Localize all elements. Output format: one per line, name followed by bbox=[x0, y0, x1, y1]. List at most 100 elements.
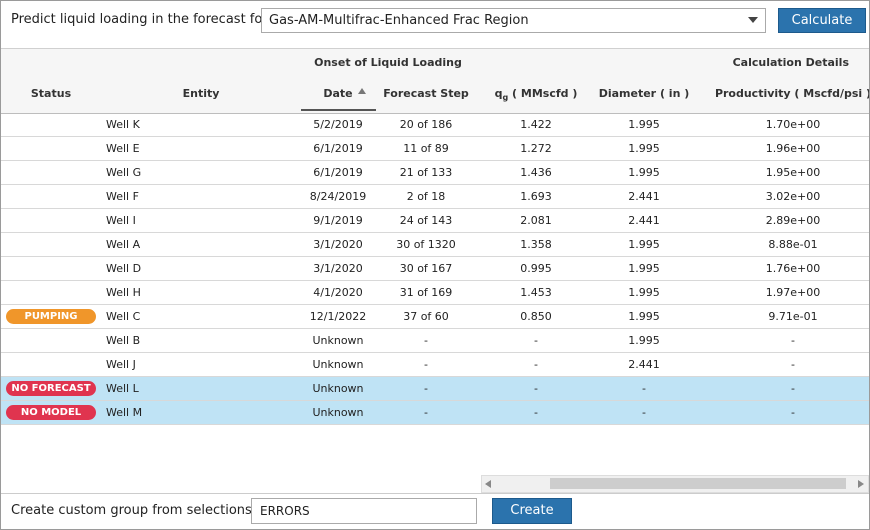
column-header[interactable]: qg ( MMscfd ) bbox=[466, 87, 606, 102]
dropdown-text: Gas-AM-Multifrac-Enhanced Frac Region bbox=[269, 13, 529, 28]
date-cell: 3/1/2020 bbox=[313, 238, 363, 251]
table-row[interactable]: Well E 6/1/2019 11 of 89 1.272 1.995 1.96e+00 bbox=[1, 137, 869, 161]
create-button[interactable]: Create bbox=[492, 498, 572, 524]
qg-cell: 2.081 bbox=[520, 214, 552, 227]
table-row[interactable]: Well J Unknown - - 2.441 - bbox=[1, 353, 869, 377]
qg-cell: - bbox=[534, 358, 538, 371]
table-row[interactable]: Well H 4/1/2020 31 of 169 1.453 1.995 1.97e+0… bbox=[1, 281, 869, 305]
step-cell: - bbox=[424, 358, 428, 371]
scroll-left[interactable] bbox=[485, 480, 491, 488]
step-cell: 24 of 143 bbox=[399, 214, 453, 227]
entity-cell: Well E bbox=[106, 142, 140, 155]
productivity-cell: 1.97e+00 bbox=[765, 286, 821, 299]
entity-cell: Well A bbox=[106, 238, 141, 251]
step-cell: 31 of 169 bbox=[399, 286, 453, 299]
date-cell: Unknown bbox=[312, 382, 364, 395]
column-header[interactable]: Date bbox=[323, 87, 353, 100]
step-cell: - bbox=[424, 382, 428, 395]
date-cell: 4/1/2020 bbox=[313, 286, 363, 299]
qg-cell: 0.995 bbox=[520, 262, 552, 275]
productivity-cell: - bbox=[791, 334, 795, 347]
calculate-button[interactable]: Calculate bbox=[778, 8, 866, 33]
table-row[interactable]: Well K 5/2/2019 20 of 186 1.422 1.995 1.70e+0… bbox=[1, 113, 869, 137]
date-cell: 3/1/2020 bbox=[313, 262, 363, 275]
column-header[interactable]: Productivity ( Mscfd/psi ) bbox=[714, 87, 870, 100]
entity-cell: Well G bbox=[106, 166, 142, 179]
step-cell: 21 of 133 bbox=[399, 166, 453, 179]
diameter-cell: 2.441 bbox=[628, 358, 660, 371]
scroll-right[interactable] bbox=[858, 480, 864, 488]
column-header[interactable]: Entity bbox=[182, 87, 220, 100]
footer-divider bbox=[1, 493, 869, 494]
entity-cell: Well K bbox=[106, 118, 140, 131]
step-cell: - bbox=[424, 406, 428, 419]
qg-cell: 1.422 bbox=[520, 118, 552, 131]
entity-cell: Well B bbox=[106, 334, 141, 347]
productivity-cell: 8.88e-01 bbox=[768, 238, 818, 251]
horizontal-scrollbar[interactable] bbox=[481, 475, 869, 493]
qg-cell: 1.436 bbox=[520, 166, 552, 179]
step-cell: 30 of 1320 bbox=[396, 238, 456, 251]
table-row[interactable]: NO FORECAST Well L Unknown - - - - bbox=[1, 377, 869, 401]
group-header: Onset of Liquid Loading bbox=[314, 56, 462, 69]
header-symbol: q bbox=[494, 87, 503, 100]
qg-cell: 1.453 bbox=[520, 286, 552, 299]
column-header[interactable]: Diameter ( in ) bbox=[598, 87, 690, 100]
qg-cell: 0.850 bbox=[520, 310, 552, 323]
footer-label: Create custom group from selections bbox=[11, 503, 252, 518]
date-cell: Unknown bbox=[312, 358, 364, 371]
entity-cell: Well H bbox=[106, 286, 141, 299]
entity-cell: Well C bbox=[106, 310, 141, 323]
qg-cell: - bbox=[534, 406, 538, 419]
table-header bbox=[1, 48, 869, 114]
column-header[interactable]: Forecast Step bbox=[383, 87, 469, 100]
date-cell: 12/1/2022 bbox=[309, 310, 367, 323]
productivity-cell: 3.02e+00 bbox=[765, 190, 821, 203]
date-cell: 6/1/2019 bbox=[313, 142, 363, 155]
header-subscript: g bbox=[502, 93, 509, 103]
column-header[interactable]: Status bbox=[30, 87, 72, 100]
header-label: Predict liquid loading in the forecast f… bbox=[11, 12, 268, 27]
diameter-cell: - bbox=[642, 406, 646, 419]
input-text: ERRORS bbox=[260, 504, 310, 518]
date-cell: Unknown bbox=[312, 406, 364, 419]
scroll-thumb[interactable] bbox=[550, 478, 846, 489]
qg-cell: 1.358 bbox=[520, 238, 552, 251]
table-row[interactable]: NO MODEL Well M Unknown - - - - bbox=[1, 401, 869, 425]
table-row[interactable]: Well A 3/1/2020 30 of 1320 1.358 1.995 8.88e-… bbox=[1, 233, 869, 257]
productivity-cell: - bbox=[791, 382, 795, 395]
table-row[interactable]: Well F 8/24/2019 2 of 18 1.693 2.441 3.02e+00 bbox=[1, 185, 869, 209]
productivity-cell: 2.89e+00 bbox=[765, 214, 821, 227]
productivity-cell: - bbox=[791, 358, 795, 371]
date-cell: 8/24/2019 bbox=[309, 190, 367, 203]
group-name-input[interactable]: ERRORS bbox=[251, 498, 477, 524]
diameter-cell: 1.995 bbox=[628, 142, 660, 155]
header-unit: ( MMscfd ) bbox=[508, 87, 578, 100]
diameter-cell: - bbox=[642, 382, 646, 395]
entity-cell: Well J bbox=[106, 358, 136, 371]
table-row[interactable]: PUMPING Well C 12/1/2022 37 of 60 0.850 1.995… bbox=[1, 305, 869, 329]
diameter-cell: 1.995 bbox=[628, 310, 660, 323]
date-cell: 6/1/2019 bbox=[313, 166, 363, 179]
status-badge: NO MODEL bbox=[6, 405, 96, 420]
qg-cell: - bbox=[534, 334, 538, 347]
productivity-cell: 1.76e+00 bbox=[765, 262, 821, 275]
table-row[interactable]: Well B Unknown - - 1.995 - bbox=[1, 329, 869, 353]
entity-cell: Well I bbox=[106, 214, 136, 227]
date-cell: Unknown bbox=[312, 334, 364, 347]
diameter-cell: 1.995 bbox=[628, 262, 660, 275]
entity-cell: Well F bbox=[106, 190, 139, 203]
diameter-cell: 1.995 bbox=[628, 118, 660, 131]
region-dropdown[interactable]: Gas-AM-Multifrac-Enhanced Frac Region bbox=[261, 8, 766, 33]
entity-cell: Well D bbox=[106, 262, 142, 275]
step-cell: 30 of 167 bbox=[399, 262, 453, 275]
sort-ascending bbox=[358, 88, 366, 94]
qg-cell: - bbox=[534, 382, 538, 395]
table-row[interactable]: Well I 9/1/2019 24 of 143 2.081 2.441 2.89e+0… bbox=[1, 209, 869, 233]
table-row[interactable]: Well G 6/1/2019 21 of 133 1.436 1.995 1.95e+0… bbox=[1, 161, 869, 185]
step-cell: - bbox=[424, 334, 428, 347]
diameter-cell: 1.995 bbox=[628, 286, 660, 299]
table-row[interactable]: Well D 3/1/2020 30 of 167 0.995 1.995 1.76e+0… bbox=[1, 257, 869, 281]
status-badge: PUMPING bbox=[6, 309, 96, 324]
